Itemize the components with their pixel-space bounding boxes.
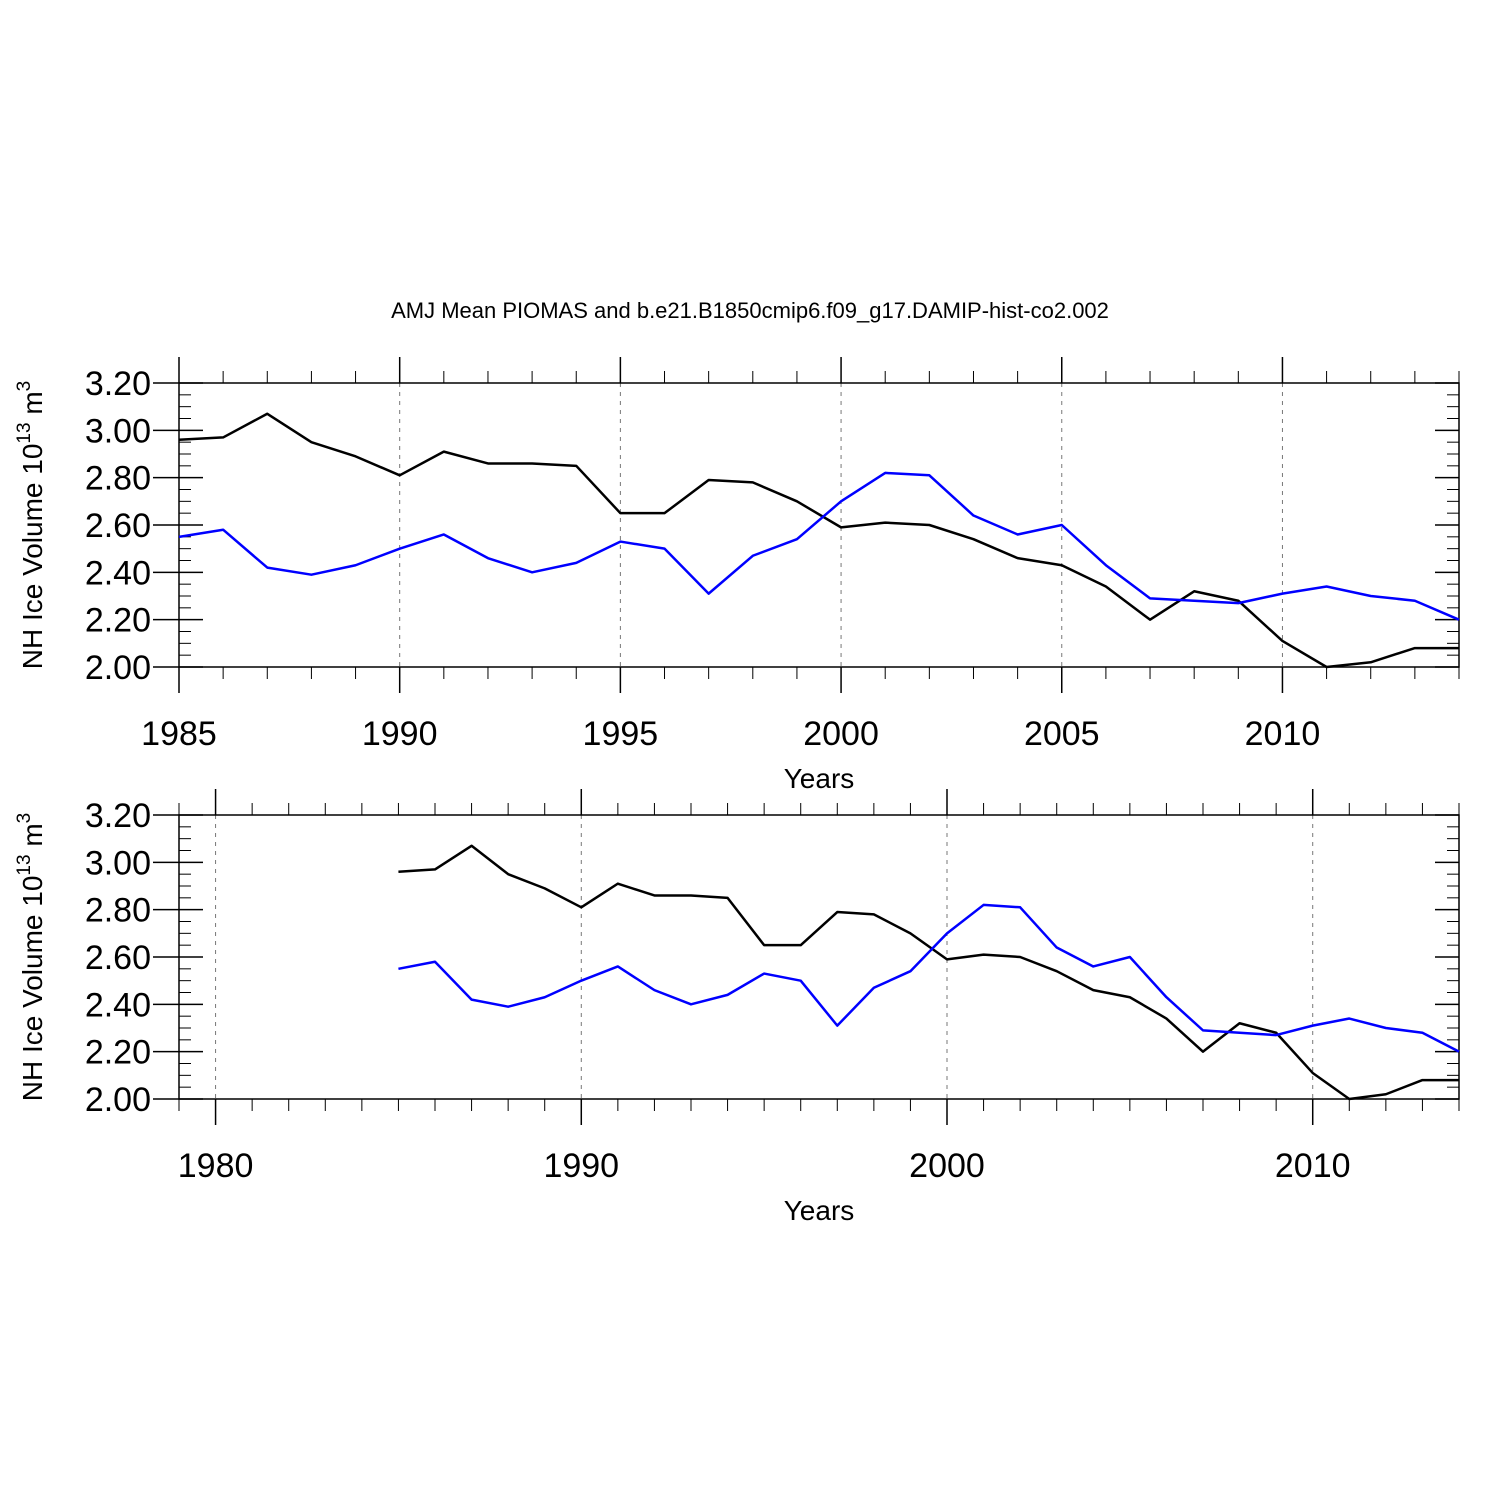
y-axis-label-part: m [17,823,48,854]
y-tick-label-2.80: 2.80 [85,460,151,498]
x-tick-label-1990: 1990 [362,715,438,753]
y-axis-label-part: 13 [14,854,35,875]
y-tick-label-2.40: 2.40 [85,554,151,592]
y-tick-label-2.00: 2.00 [85,649,151,687]
y-axis-label-part: 3 [14,381,35,392]
series-line-piomas [398,844,1459,1101]
y-axis-label-part: 13 [14,422,35,443]
x-axis-label: Years [784,763,855,794]
y-tick-label-3.20: 3.20 [85,797,151,835]
figure-title: AMJ Mean PIOMAS and b.e21.B1850cmip6.f09… [391,298,1109,323]
y-tick-label-3.00: 3.00 [85,844,151,882]
y-axis-label-part: NH Ice Volume 10 [17,444,48,670]
y-tick-label-2.60: 2.60 [85,939,151,977]
series-line-piomas [178,412,1459,669]
x-tick-label-1980: 1980 [178,1147,254,1185]
panel-top: 1985 1990 1995 2000 2005 2010 2.00 2.20 2.40 2.60… [14,357,1460,794]
y-axis-label-part: 3 [14,813,35,824]
y-tick-label-3.20: 3.20 [85,365,151,403]
x-tick-label-2010: 2010 [1275,1147,1351,1185]
x-tick-label-2000: 2000 [909,1147,985,1185]
x-tick-label-1985: 1985 [141,715,217,753]
y-tick-label-2.20: 2.20 [85,602,151,640]
y-tick-label-2.40: 2.40 [85,986,151,1024]
panel-bottom: 1980 1990 2000 2010 2.00 2.20 2.40 2.60 2.80 3.00… [14,789,1460,1226]
x-axis-label: Years [784,1195,855,1226]
y-axis-label-part: m [17,391,48,422]
y-axis-label: NH Ice Volume 1013 m3 [14,381,48,670]
series-line-model [178,471,1460,621]
y-axis-label: NH Ice Volume 1013 m3 [14,813,48,1102]
y-tick-label-2.80: 2.80 [85,892,151,930]
x-tick-label-2005: 2005 [1024,715,1100,753]
y-tick-label-2.60: 2.60 [85,507,151,545]
x-tick-label-1990: 1990 [543,1147,619,1185]
y-tick-label-2.00: 2.00 [85,1081,151,1119]
series-line-model [398,903,1460,1053]
x-tick-label-1995: 1995 [583,715,659,753]
x-tick-label-2000: 2000 [803,715,879,753]
y-axis-label-part: NH Ice Volume 10 [17,876,48,1102]
y-tick-label-3.00: 3.00 [85,412,151,450]
x-tick-label-2010: 2010 [1245,715,1321,753]
plot-frame [178,814,1460,1100]
plot-frame [178,382,1460,668]
y-tick-label-2.20: 2.20 [85,1034,151,1072]
